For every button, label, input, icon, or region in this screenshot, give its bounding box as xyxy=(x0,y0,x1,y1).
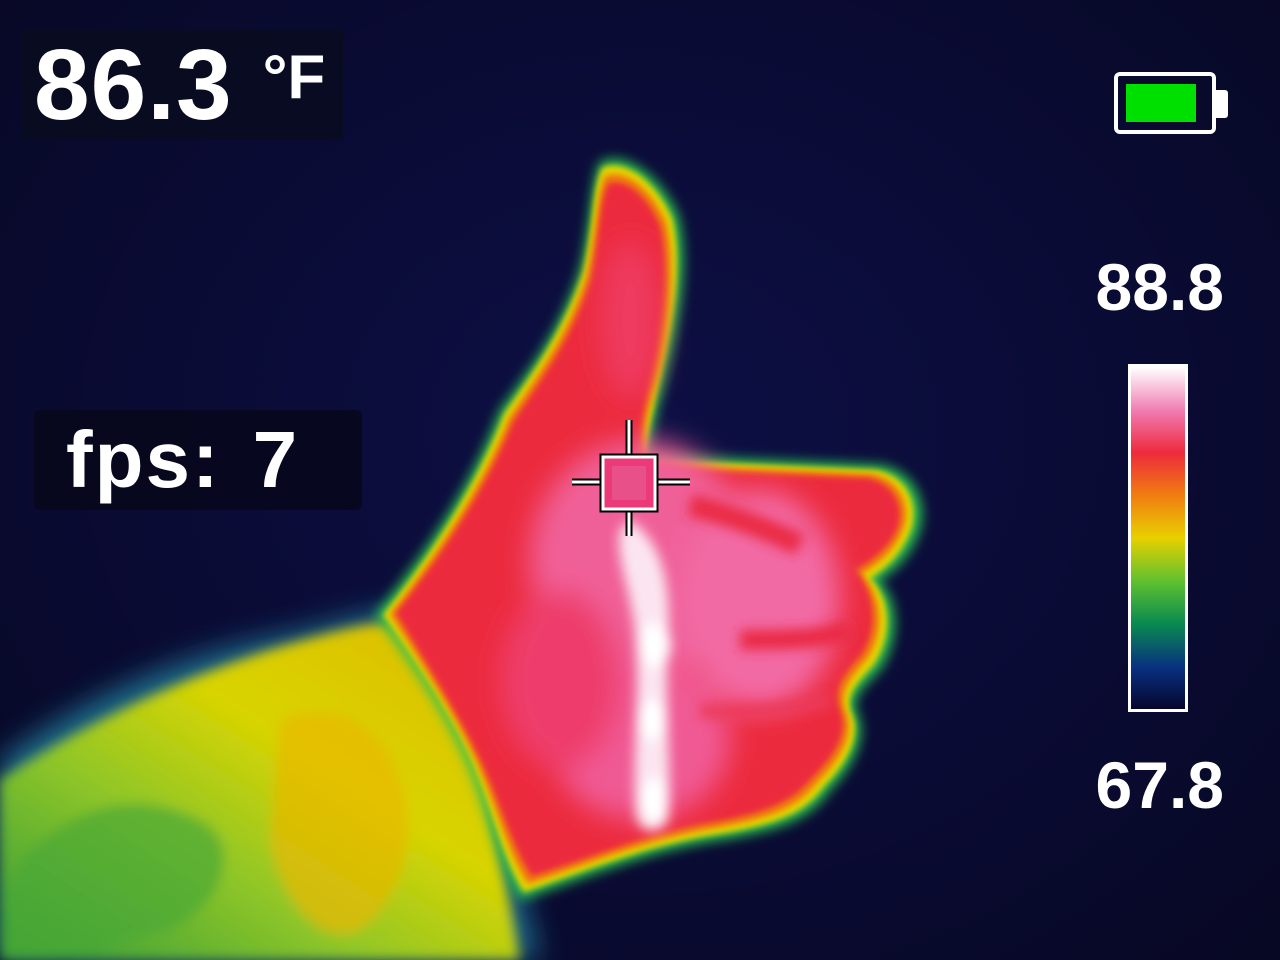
battery-level-fill xyxy=(1126,84,1196,122)
spot-temperature-readout: 86.3 °F xyxy=(22,29,344,141)
fps-label: fps: xyxy=(66,415,221,504)
fps-value: 7 xyxy=(252,415,298,504)
temperature-unit: °F xyxy=(262,43,326,112)
arm xyxy=(0,622,520,960)
hand-hottest-crease xyxy=(619,520,671,831)
crosshair-icon xyxy=(572,420,690,536)
hand-finger-gaps xyxy=(687,494,854,719)
fps-indicator: fps: 7 xyxy=(34,410,362,510)
battery-terminal xyxy=(1216,90,1228,118)
battery-icon xyxy=(1114,72,1216,134)
spot-temperature-value: 86.3 xyxy=(34,29,233,141)
scale-max-temperature: 88.8 xyxy=(1095,250,1224,324)
scale-min-temperature: 67.8 xyxy=(1095,748,1224,822)
temperature-color-scale xyxy=(1128,364,1188,712)
